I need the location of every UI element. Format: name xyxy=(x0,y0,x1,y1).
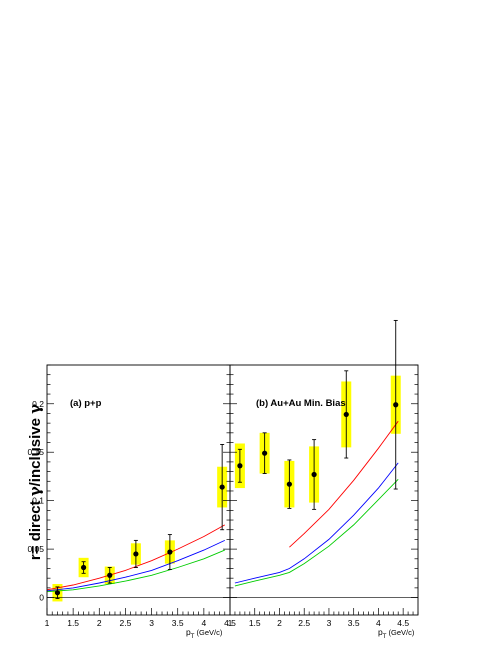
x-tick-label-5: 3 xyxy=(149,618,154,628)
green-curve xyxy=(46,549,225,593)
data-point-4 xyxy=(133,551,139,557)
panel-b-x-axis-title: pT (GeV/c) xyxy=(378,627,415,640)
x-tick-label-2: 1.5 xyxy=(249,618,261,628)
x-tick-label-4: 2.5 xyxy=(120,618,132,628)
x-tick-label-3: 2 xyxy=(97,618,102,628)
y-tick-label-3: 0.1 xyxy=(32,496,44,506)
data-point-3 xyxy=(286,481,292,487)
panel-a-label: (a) p+p xyxy=(70,398,102,409)
x-tick-label-7: 4 xyxy=(201,618,206,628)
x-tick-label-6: 3.5 xyxy=(348,618,360,628)
data-point-1 xyxy=(237,463,243,469)
panel-a-x-axis-title: pT (GeV/c) xyxy=(186,627,223,640)
y-tick-label-2: 0.05 xyxy=(27,544,44,554)
y-tick-label-5: 0.2 xyxy=(32,399,44,409)
data-point-6 xyxy=(393,402,399,408)
x-tick-label-7: 4 xyxy=(376,618,381,628)
x-tick-label-1: 1 xyxy=(45,618,50,628)
data-point-6 xyxy=(219,484,225,490)
x-tick-label-3: 2 xyxy=(277,618,282,628)
x-tick-label-5: 3 xyxy=(327,618,332,628)
panel-b: 1 1.5 2 2.5 3 3.5 4 4.5 (b) Au+Au Min. Bias pT … xyxy=(228,319,419,640)
y-axis-title: r= direct γ/inclusive γ xyxy=(26,404,44,560)
x-tick-label-8: 4.5 xyxy=(224,618,236,628)
red-curve xyxy=(289,420,399,548)
x-tick-label-4: 2.5 xyxy=(298,618,310,628)
y-tick-label-4: 0.15 xyxy=(27,447,44,457)
data-point-1 xyxy=(54,590,61,596)
x-tick-label-6: 3.5 xyxy=(172,618,184,628)
y-tick-label-1: 0 xyxy=(39,593,44,603)
data-point-5 xyxy=(343,411,349,418)
panel-b-label: (b) Au+Au Min. Bias xyxy=(256,398,346,409)
data-point-2 xyxy=(81,564,87,571)
red-curve xyxy=(46,524,226,591)
data-point-2 xyxy=(262,450,268,456)
blue-curve xyxy=(46,539,225,592)
data-point-3 xyxy=(107,572,113,578)
data-point-4 xyxy=(311,471,317,478)
x-tick-label-8: 4.5 xyxy=(397,618,409,628)
panel-a: 1 1.5 2 2.5 3 3.5 4 4.500.050.10.150.2 (a) p+p … xyxy=(27,364,236,640)
data-point-5 xyxy=(167,549,173,555)
x-tick-label-1: 1 xyxy=(228,618,233,628)
blue-curve xyxy=(234,462,399,584)
green-curve xyxy=(234,478,399,587)
x-tick-label-2: 1.5 xyxy=(67,618,79,628)
